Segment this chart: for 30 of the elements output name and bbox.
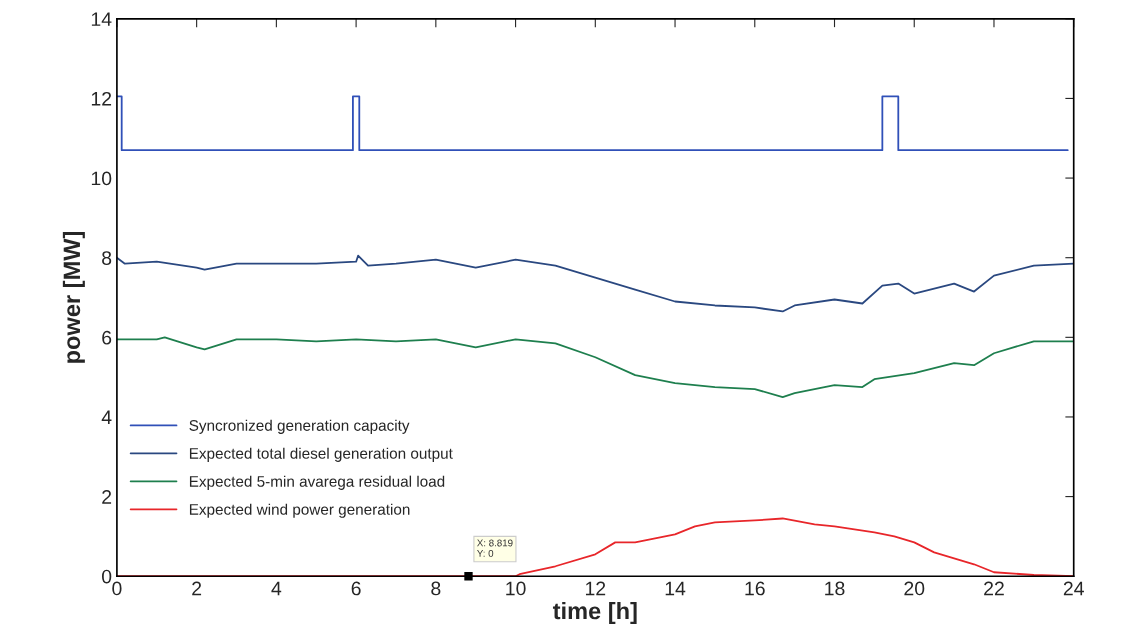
- y-tick-label: 10: [91, 171, 112, 186]
- x-tick-label: 14: [665, 581, 686, 596]
- x-tick-label: 24: [1063, 581, 1084, 596]
- legend-label: Expected wind power generation: [189, 503, 410, 518]
- x-tick-label: 10: [506, 581, 526, 596]
- annotation: X: 8.819 Y: 0: [477, 539, 513, 557]
- legend-label: Syncronized generation capacity: [189, 419, 410, 434]
- y-tick-label: 12: [91, 91, 112, 106]
- x-tick-label: 20: [904, 581, 925, 596]
- x-tick-label: 12: [585, 581, 606, 596]
- x-tick-label: 4: [271, 581, 282, 596]
- y-tick-label: 8: [102, 251, 112, 265]
- legend-label: Expected total diesel generation output: [189, 447, 453, 462]
- x-tick-label: 8: [431, 581, 441, 596]
- x-tick-label: 0: [112, 581, 122, 596]
- x-axis-title: time [h]: [552, 601, 637, 624]
- x-tick-label: 2: [192, 581, 202, 596]
- y-tick-label: 4: [101, 410, 112, 424]
- y-axis-title: power [MW]: [62, 231, 85, 363]
- line-series: [116, 254, 1074, 313]
- legend-label: Expected 5-min avarega residual load: [189, 475, 445, 490]
- y-tick-label: 14: [91, 12, 112, 26]
- x-tick-label: 6: [351, 581, 361, 596]
- x-tick-label: 16: [745, 581, 765, 596]
- y-tick-label: 0: [101, 569, 112, 584]
- x-tick-label: 18: [825, 581, 845, 596]
- x-tick-label: 22: [984, 581, 1004, 596]
- y-tick-label: 6: [102, 330, 112, 345]
- y-tick-label: 2: [102, 490, 112, 504]
- line-series: [116, 336, 1074, 398]
